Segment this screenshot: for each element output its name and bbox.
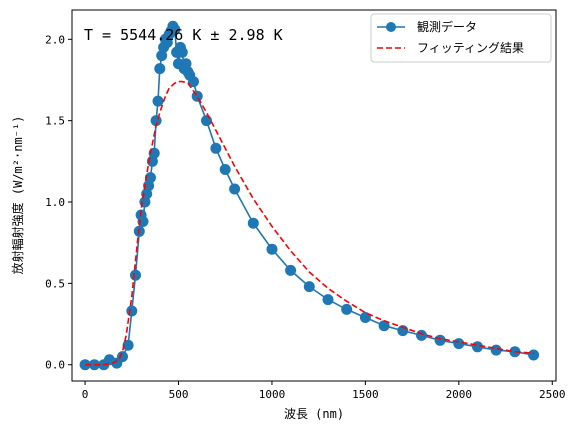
plot-area [79,20,540,371]
x-tick-label: 500 [169,388,189,401]
fit-series-line [85,80,534,366]
y-axis-label: 放射輻射強度 (W/m²·nm⁻¹) [10,116,25,275]
ticks: 0 500 1000 1500 2000 2500 0.0 0.5 1.0 1.5 2.0 [45,33,565,401]
x-tick-label: 0 [82,388,89,401]
legend-observed-marker [386,22,396,32]
legend-fit-label: フィッティング結果 [417,41,524,55]
x-tick-label: 2000 [446,388,473,401]
observed-point [229,183,241,195]
legend-box [370,13,552,63]
observed-point [156,50,168,62]
legend: 観測データ フィッティング結果 [370,13,552,63]
fit-annotation: T = 5544.26 K ± 2.98 K [84,26,283,44]
y-tick-label: 1.0 [45,196,65,209]
observed-point [122,339,134,351]
observed-point [247,217,259,229]
observed-point [453,338,465,350]
observed-point [201,115,212,127]
observed-point [490,344,502,356]
observed-point [154,63,166,75]
observed-point [378,320,390,332]
legend-observed-label: 観測データ [417,19,477,34]
y-tick-label: 2.0 [45,33,65,46]
observed-point [152,95,164,107]
y-tick-label: 1.5 [45,115,65,128]
observed-point [285,264,297,276]
y-tick-label: 0.5 [45,277,65,290]
x-tick-label: 1500 [352,388,379,401]
y-tick-label: 0.0 [45,359,65,372]
observed-point [416,329,427,341]
observed-point [191,90,203,102]
observed-point [145,172,156,184]
observed-point [117,351,128,363]
observed-point [176,46,188,58]
observed-point [130,269,141,281]
observed-point [210,142,222,154]
observed-point [219,164,231,175]
observed-point [322,294,334,306]
observed-point [303,281,315,293]
axes-frame [71,9,557,382]
x-tick-label: 1000 [259,388,286,401]
observed-point [472,341,483,353]
observed-point [169,24,181,35]
x-tick-label: 2500 [539,388,566,401]
observed-point [188,76,199,88]
observed-point [266,243,278,255]
observed-point [528,349,540,361]
x-axis-label: 波長 (nm) [284,407,344,421]
observed-point [434,334,446,346]
observed-point [126,305,138,317]
observed-point [341,303,353,315]
